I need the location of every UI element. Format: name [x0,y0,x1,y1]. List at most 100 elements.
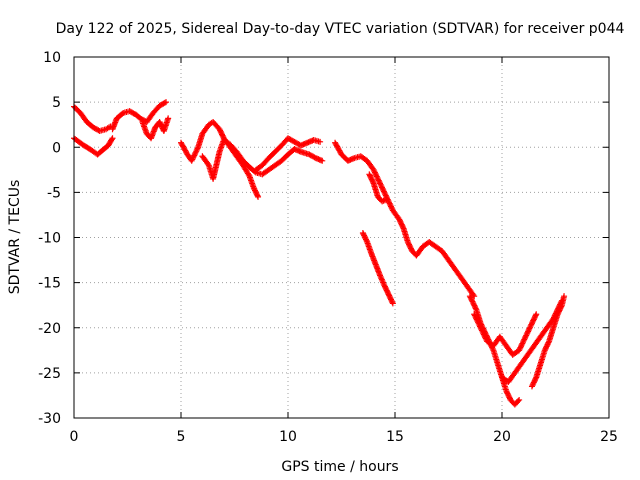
y-tick-label: -5 [47,185,61,201]
data-point [472,303,479,310]
data-point [388,204,395,211]
x-tick-label: 25 [600,429,618,445]
y-axis-label: SDTVAR / TECUs [7,180,23,295]
data-point [527,322,534,329]
x-tick-label: 10 [279,429,297,445]
data-point [476,323,483,330]
series-morning-a [109,99,170,133]
data-point [478,326,485,333]
data-point [387,202,394,209]
data-point [561,293,568,300]
data-point [377,181,384,188]
data-point [381,189,388,196]
data-point [382,192,389,199]
data-point [532,312,539,319]
series-afternoon-c [366,171,390,205]
data-point [478,327,485,334]
x-tick-label: 5 [177,429,186,445]
data-point [517,344,524,351]
data-point [163,99,170,106]
data-point [193,148,200,155]
data-point [532,375,539,382]
data-point [523,332,530,339]
data-point [521,336,528,343]
data-point [480,330,487,337]
data-point [516,347,523,354]
data-point [389,299,396,306]
data-point [545,339,552,346]
data-point [479,328,486,335]
data-point [470,299,477,306]
series-morning-b [139,115,172,142]
data-point [471,302,478,309]
data-point [371,168,378,175]
x-tick-label: 0 [70,429,79,445]
data-point [192,149,199,156]
data-point [363,237,370,244]
series-early-lower [71,135,116,158]
data-point [119,110,126,117]
data-point [489,345,496,352]
data-point [382,191,389,198]
data-point [471,312,478,319]
data-point [516,396,523,403]
data-point [533,311,540,318]
data-point [374,174,381,181]
data-point [470,301,477,308]
data-point [475,320,482,327]
x-axis-ticks: 0 5 10 15 20 25 [70,57,618,445]
data-point [378,184,385,191]
series-evening-b [471,311,540,358]
data-point [387,203,394,210]
y-tick-label: -25 [38,366,61,382]
data-point [399,224,406,231]
data-point [380,188,387,195]
data-point [161,99,168,106]
data-point [189,155,196,162]
y-tick-label: -30 [38,411,61,427]
data-point [386,200,393,207]
data-point [480,331,487,338]
data-point [471,311,478,318]
data-point [189,156,196,163]
y-tick-label: 10 [43,50,61,66]
grid-lines [74,57,609,418]
series-midday-c [252,135,324,173]
data-point [377,180,384,187]
data-point [528,321,535,328]
data-point [379,185,386,192]
data-point [558,303,565,310]
data-point [472,305,479,312]
data-point [190,153,197,160]
data-point [319,157,326,164]
y-axis-ticks: 10 5 0 -5 -10 -15 -20 -25 -30 [38,50,609,427]
data-point [191,152,198,159]
x-axis-label: GPS time / hours [281,459,398,475]
data-point [378,183,385,190]
data-point [165,115,172,122]
data-point [383,196,390,203]
data-point [482,334,489,341]
data-point [518,341,525,348]
data-point [371,169,378,176]
data-point [468,295,475,302]
data-point [245,171,252,178]
data-point [188,157,195,164]
series-afternoon-b [359,229,396,307]
data-point [369,179,376,186]
data-point [519,340,526,347]
data-point [476,322,483,329]
data-point [524,329,531,336]
y-tick-label: -10 [38,231,61,247]
data-point [468,297,475,304]
data-point [317,138,324,145]
data-point [370,166,377,173]
series-afternoon-a [332,139,478,300]
data-points [71,99,568,408]
data-point [523,331,530,338]
data-point [372,170,379,177]
data-point [470,291,477,298]
data-point [380,187,387,194]
